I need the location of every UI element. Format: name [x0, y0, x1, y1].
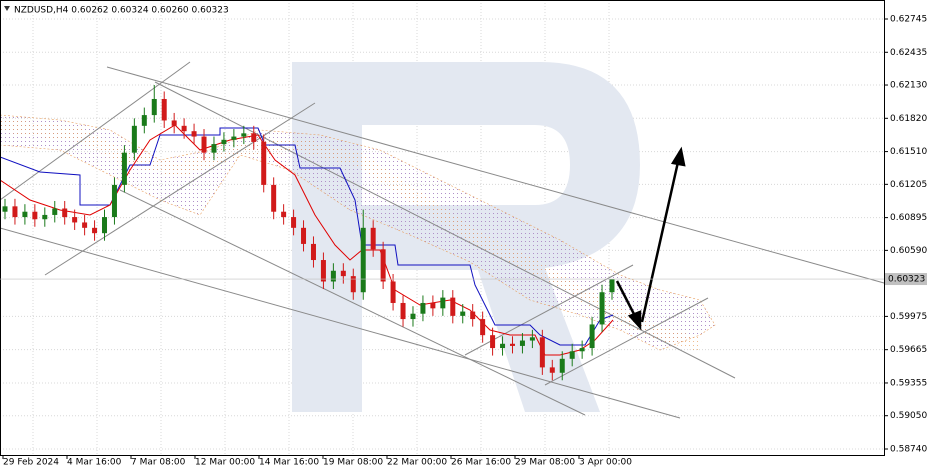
candle-body: [539, 337, 545, 368]
y-tick-label: 0.61205: [890, 180, 927, 190]
x-tick-label: 19 Mar 08:00: [323, 458, 383, 468]
candle-body: [450, 297, 456, 316]
candle-body: [490, 335, 496, 349]
candle-body: [291, 217, 297, 228]
candle-body: [141, 115, 147, 126]
candle-body: [549, 367, 555, 373]
candle-body: [281, 211, 287, 218]
candle-body: [470, 311, 476, 320]
x-tick-label: 26 Mar 16:00: [451, 458, 511, 468]
candle-body: [509, 343, 515, 346]
candle-body: [32, 211, 38, 220]
candle-body: [460, 311, 466, 316]
trend-lines: [0, 61, 885, 419]
candle-body: [320, 260, 326, 282]
candle-body: [330, 270, 336, 282]
candle-body: [12, 206, 18, 218]
candle-body: [191, 131, 197, 137]
candle-body: [92, 227, 98, 234]
candle-body: [310, 243, 316, 261]
candle-body: [42, 214, 48, 220]
candle-body: [380, 249, 386, 282]
last-price-label: 0.60323: [888, 275, 925, 285]
x-tick-label: 22 Mar 00:00: [387, 458, 447, 468]
candle-body: [599, 292, 605, 325]
candle-body: [569, 351, 575, 359]
y-tick-label: 0.60590: [890, 246, 927, 256]
y-tick-label: 0.59975: [890, 312, 927, 322]
x-tick-label: 3 Apr 00:00: [579, 458, 632, 468]
candle-body: [609, 279, 615, 293]
candle-body: [271, 184, 277, 212]
candle-body: [430, 302, 436, 309]
y-tick-label: 0.59050: [890, 411, 927, 421]
y-tick-label: 0.62745: [890, 14, 927, 24]
candle-body: [111, 184, 117, 218]
candle-body: [201, 136, 207, 153]
candle-body: [529, 337, 535, 341]
candle-body: [181, 125, 187, 132]
candle-body: [241, 133, 247, 137]
candle-body: [171, 120, 177, 126]
candle-body: [62, 208, 68, 218]
candle-body: [480, 319, 486, 336]
y-tick-label: 0.61820: [890, 114, 927, 124]
candle-body: [211, 144, 217, 153]
candle-body: [52, 208, 58, 215]
candle-body: [420, 302, 426, 314]
candle-body: [2, 206, 8, 212]
last-price-box: [885, 273, 927, 286]
candle-body: [261, 141, 267, 185]
candle-body: [559, 358, 565, 373]
y-tick-label: 0.62130: [890, 81, 927, 91]
candles: [2, 85, 615, 381]
candle-body: [519, 340, 525, 346]
candle-body: [102, 217, 108, 234]
candle-body: [131, 125, 137, 153]
forecast-arrows: [615, 146, 686, 331]
candle-body: [121, 152, 127, 185]
candle-body: [72, 217, 78, 223]
candle-body: [390, 281, 396, 303]
y-tick-label: 0.60895: [890, 213, 927, 223]
candle-body: [400, 302, 406, 320]
x-tick-label: 12 Mar 00:00: [195, 458, 255, 468]
candle-body: [579, 348, 585, 352]
x-tick-label: 14 Mar 16:00: [259, 458, 319, 468]
candle-body: [589, 324, 595, 349]
candle-body: [360, 227, 366, 293]
candle-body: [161, 98, 167, 121]
x-tick-label: 4 Mar 16:00: [67, 458, 122, 468]
y-tick-label: 0.58740: [890, 444, 927, 454]
candle-body: [370, 227, 376, 250]
candle-body: [410, 313, 416, 320]
y-tick-label: 0.59665: [890, 345, 927, 355]
candle-body: [340, 270, 346, 277]
x-tick-label: 29 Feb 2024: [3, 458, 59, 468]
candle-body: [251, 133, 257, 142]
chart-title: NZDUSD,H4 0.60262 0.60324 0.60260 0.6032…: [14, 6, 229, 16]
candle-body: [440, 297, 446, 309]
candle-body: [350, 276, 356, 293]
plot-border: [0, 0, 885, 456]
x-tick-label: 29 Mar 08:00: [515, 458, 575, 468]
candle-body: [151, 98, 157, 116]
candle-body: [22, 211, 28, 218]
candle-body: [231, 136, 237, 140]
x-tick-label: 7 Mar 08:00: [131, 458, 186, 468]
candle-body: [221, 139, 227, 145]
title-icon: [4, 6, 10, 11]
candle-body: [301, 227, 307, 244]
candle-body: [82, 222, 88, 228]
y-tick-label: 0.59355: [890, 378, 927, 388]
y-tick-label: 0.61510: [890, 147, 927, 157]
candle-body: [500, 343, 506, 349]
y-tick-label: 0.62435: [890, 48, 927, 58]
